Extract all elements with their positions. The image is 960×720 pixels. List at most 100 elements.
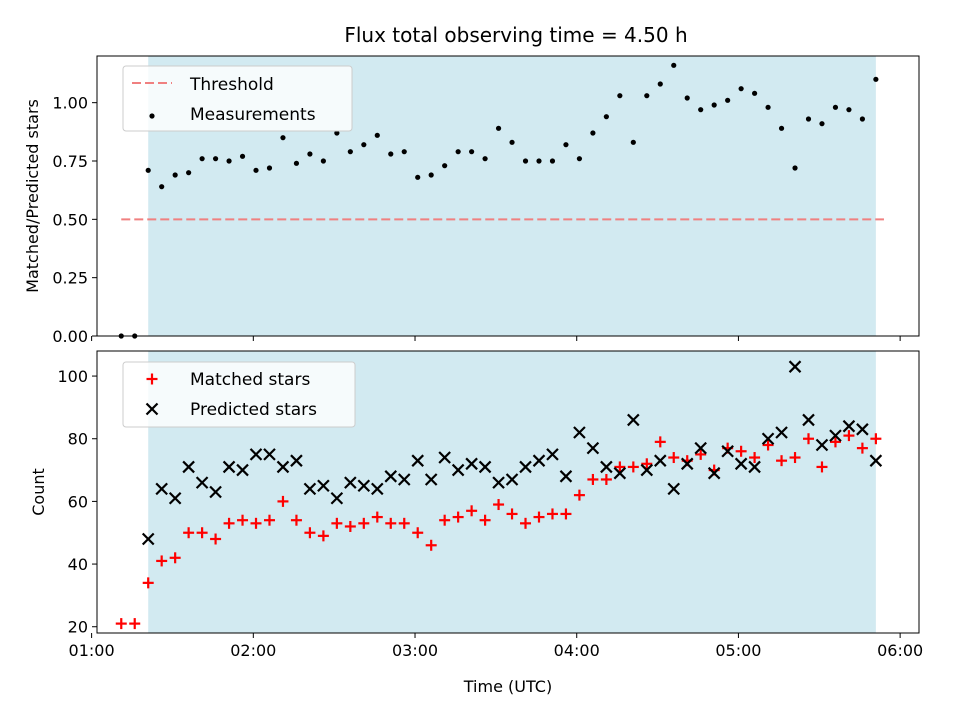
predicted-star-point (168, 491, 182, 505)
legend-plus-marker (146, 373, 158, 385)
legend: Threshold Measurements (122, 65, 353, 132)
matched-star-point (776, 455, 788, 467)
y-tick-label: 0.25 (52, 269, 88, 288)
predicted-star-point (586, 441, 600, 455)
measurement-point (320, 158, 326, 164)
matched-star-point (654, 436, 666, 448)
matched-star-point (317, 530, 329, 542)
plot-frame (96, 350, 920, 634)
predicted-star-point (775, 426, 788, 439)
matched-star-point (600, 473, 612, 485)
measurement-point (266, 165, 273, 171)
predicted-star-point (667, 482, 681, 496)
measurement-point (725, 97, 731, 103)
matched-star-point (358, 517, 370, 529)
measurement-point (549, 158, 556, 164)
legend: Matched stars Predicted stars (122, 361, 356, 428)
matched-star-point (439, 514, 451, 526)
measurement-point (442, 163, 448, 169)
measurement-point (805, 116, 812, 122)
x-tick-label: 02:00 (230, 641, 276, 660)
measurement-point (657, 81, 663, 87)
legend-matched-label: Matched stars (190, 370, 310, 390)
matched-star-point (829, 436, 841, 448)
predicted-star-point (209, 485, 222, 499)
y-tick-label: 0.50 (52, 210, 88, 229)
measurement-point (199, 156, 205, 162)
predicted-star-point (141, 532, 155, 546)
matched-star-point (196, 527, 208, 539)
matched-star-point (142, 577, 154, 589)
matched-star-point (816, 461, 828, 473)
matched-star-point (546, 508, 558, 520)
matched-star-point (803, 433, 815, 445)
measurement-point (563, 142, 569, 148)
measurement-point (590, 130, 596, 136)
predicted-star-point (424, 473, 438, 486)
measurement-point (752, 90, 758, 96)
matched-star-point (304, 527, 316, 539)
matched-star-point (129, 618, 141, 630)
matched-star-point (520, 517, 532, 529)
matched-star-point (856, 442, 868, 454)
measurement-point (859, 116, 866, 122)
legend-x-marker (145, 402, 159, 416)
measurement-point (415, 174, 421, 180)
matched-star-point (614, 461, 626, 473)
legend-measurement-swatch (149, 113, 155, 119)
x-axis-ticks (91, 336, 901, 341)
measurement-point (671, 62, 677, 68)
matched-star-point (870, 433, 882, 445)
predicted-star-point (842, 419, 856, 433)
predicted-star-point (182, 460, 195, 474)
matched-star-point (223, 517, 235, 529)
matched-star-point (560, 508, 572, 520)
measurement-point (792, 165, 798, 171)
predicted-star-point (478, 460, 492, 474)
x-axis-label: Time (UTC) (463, 677, 552, 696)
plot-frame (96, 55, 920, 337)
measurement-point (307, 151, 313, 157)
measurement-point (846, 107, 852, 113)
x-tick-label: 04:00 (554, 641, 600, 660)
measurement-point (145, 167, 151, 173)
measurement-point (347, 149, 353, 155)
predicted-star-point (815, 438, 829, 452)
matched-star-point (762, 439, 774, 451)
matched-star-point (412, 527, 424, 539)
predicted-star-point (465, 457, 478, 471)
x-tick-label: 03:00 (392, 641, 438, 660)
y-tick-label: 0.75 (52, 152, 88, 171)
measurement-point (159, 184, 165, 190)
measurement-point (455, 149, 461, 155)
matched-star-point (493, 499, 505, 511)
x-tick-label: 01:00 (69, 641, 115, 660)
measurement-point (576, 156, 583, 162)
y-axis-label: Matched/Predicted stars (23, 99, 42, 293)
legend-matched-swatch (146, 373, 158, 385)
measurement-point (212, 156, 219, 162)
measurement-point (819, 121, 825, 127)
measurement-point (873, 76, 879, 82)
matched-star-point (587, 473, 599, 485)
count-panel: 20 40 60 80 100 01:00 02:00 03:00 04:00 05:00 06:… (29, 350, 923, 696)
measurement-point (644, 93, 650, 99)
predicted-star-point (613, 466, 627, 480)
measurement-point (765, 104, 771, 110)
matched-star-point (695, 448, 707, 460)
predicted-star-point (748, 460, 761, 474)
measurement-point (428, 172, 434, 178)
matched-star-point (277, 495, 289, 507)
matched-star-point (425, 539, 437, 551)
legend-box (122, 361, 356, 428)
measurement-point (509, 139, 515, 145)
measurement-point (522, 158, 529, 164)
measurement-point (374, 132, 380, 138)
matched-star-points (115, 430, 882, 630)
predicted-star-point (519, 460, 532, 474)
predicted-star-point (505, 473, 519, 486)
predicted-star-point (707, 466, 721, 480)
matched-star-point (641, 458, 653, 470)
measurement-point (239, 153, 246, 159)
